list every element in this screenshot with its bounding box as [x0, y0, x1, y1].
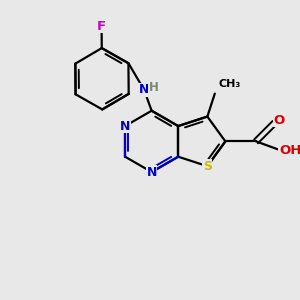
- Text: S: S: [203, 160, 212, 173]
- Text: H: H: [148, 81, 158, 94]
- Text: O: O: [274, 114, 285, 127]
- Text: CH₃: CH₃: [218, 79, 241, 89]
- Text: N: N: [120, 119, 130, 133]
- Text: N: N: [146, 166, 157, 178]
- Text: F: F: [97, 20, 106, 32]
- Text: OH: OH: [279, 144, 300, 157]
- Text: N: N: [139, 83, 149, 96]
